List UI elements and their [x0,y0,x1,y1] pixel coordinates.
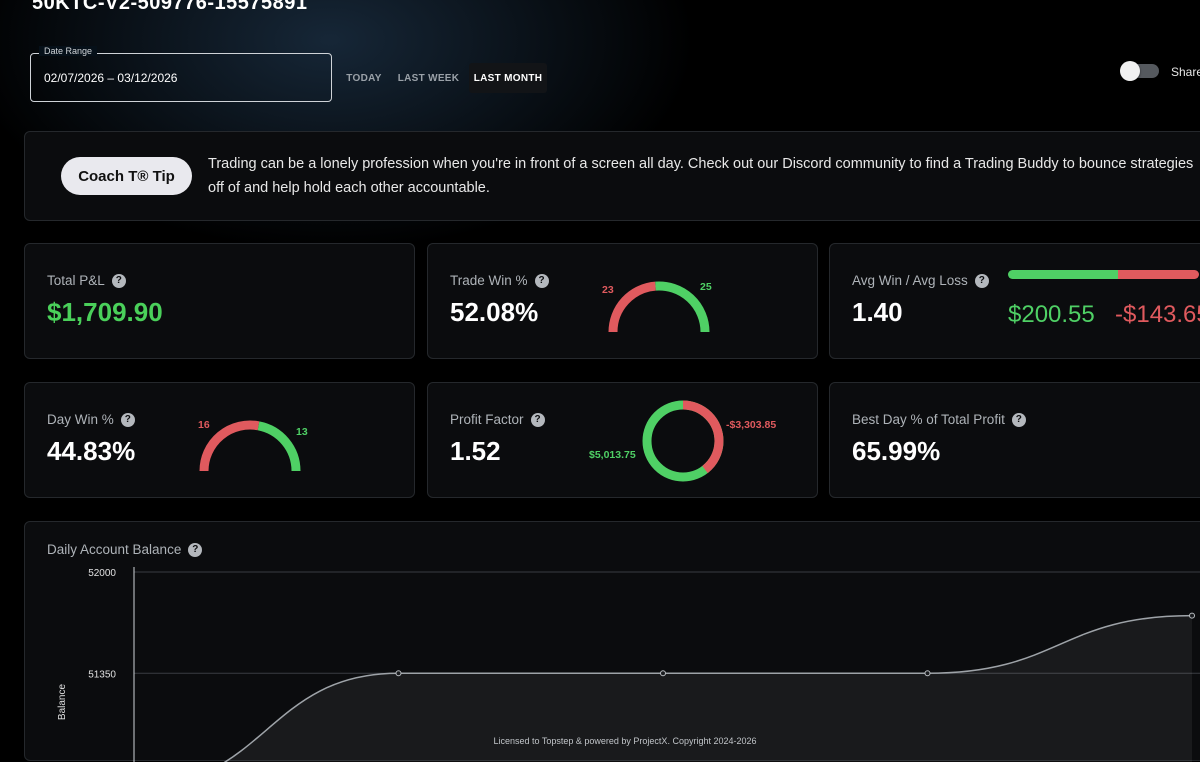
date-range-value: 02/07/2026 – 03/12/2026 [44,71,178,85]
chart-title-row: Daily Account Balance ? [47,542,203,557]
question-circle-icon[interactable]: ? [1011,412,1026,427]
trade-losses-count: 23 [602,284,614,296]
question-circle-icon[interactable]: ? [111,273,126,288]
best-day-label: Best Day % of Total Profit [852,412,1005,427]
profit-factor-label-row: Profit Factor ? [450,412,545,427]
best-day-label-row: Best Day % of Total Profit ? [852,412,1026,427]
share-label: Share [1171,65,1200,79]
gauge-loss-arc [199,420,260,472]
best-day-value: 65.99% [852,436,941,466]
last-month-button[interactable]: LAST MONTH [469,63,547,93]
trade-win-value: 52.08% [450,297,539,327]
date-range-label: Date Range [39,46,98,56]
day-win-card: Day Win % ? 44.83% 16 13 [24,382,415,498]
day-win-gauge [199,420,301,472]
question-circle-icon[interactable]: ? [530,412,545,427]
avg-win-loss-label: Avg Win / Avg Loss [852,273,968,288]
question-circle-icon[interactable]: ? [534,273,549,288]
profit-factor-card: Profit Factor ? 1.52 $5,013.75 -$3,303.8… [427,382,818,498]
y-tick-label: 51350 [88,669,116,680]
footer-copyright: Licensed to Topstep & powered by Project… [493,736,757,746]
avg-win-loss-label-row: Avg Win / Avg Loss ? [852,273,989,288]
donut-loss-arc [642,400,724,482]
total-pnl-label: Total P&L [47,273,105,288]
trade-win-card: Trade Win % ? 52.08% 23 25 [427,243,818,359]
last-week-button[interactable]: LAST WEEK [397,72,460,84]
day-losses-count: 16 [198,419,210,431]
trade-win-label-row: Trade Win % ? [450,273,549,288]
total-pnl-card: Total P&L ? $1,709.90 [24,243,415,359]
share-toggle[interactable] [1120,61,1159,81]
avg-win-bar [1008,270,1118,279]
gauge-win-arc [257,421,301,472]
day-win-label-row: Day Win % ? [47,412,135,427]
coach-tip-card: Coach T® Tip Trading can be a lonely pro… [24,131,1200,221]
balance-point [395,670,402,677]
gauge-win-arc [655,281,710,333]
trade-win-gauge [608,281,710,333]
trade-wins-count: 25 [700,281,712,293]
gross-loss-value: -$3,303.85 [726,419,777,431]
y-axis-label: Balance [57,683,68,720]
avg-win-loss-card: Avg Win / Avg Loss ? 1.40 $200.55 -$143.… [829,243,1200,359]
avg-win-loss-value: 1.40 [852,297,903,327]
balance-point [660,670,666,677]
profit-factor-value: 1.52 [450,436,501,466]
question-circle-icon[interactable]: ? [188,542,203,557]
question-circle-icon[interactable]: ? [974,273,989,288]
daily-balance-card: Daily Account Balance ? 520005135050700B… [24,521,1200,762]
trade-win-label: Trade Win % [450,273,528,288]
coach-tip-button[interactable]: Coach T® Tip [61,157,192,195]
balance-point [924,670,931,677]
y-tick-label: 52000 [88,568,116,579]
question-circle-icon[interactable]: ? [120,412,135,427]
toggle-knob [1120,61,1140,81]
total-pnl-label-row: Total P&L ? [47,273,126,288]
profit-factor-label: Profit Factor [450,412,524,427]
avg-loss-value: -$143.65 [1115,301,1200,328]
best-day-card: Best Day % of Total Profit ? 65.99% [829,382,1200,498]
avg-loss-bar [1118,270,1199,279]
balance-area [134,615,1192,762]
balance-point [1189,612,1195,619]
day-wins-count: 13 [296,426,308,438]
day-win-label: Day Win % [47,412,114,427]
profit-factor-donut [642,400,724,482]
avg-win-value: $200.55 [1008,301,1095,328]
balance-chart: 520005135050700Balance [57,567,1200,762]
account-title: 50KTC-V2-509776-15575891 [32,0,308,14]
coach-tip-text: Trading can be a lonely profession when … [208,156,1194,196]
gauge-loss-arc [608,281,657,333]
today-button[interactable]: TODAY [346,72,382,84]
gross-profit-value: $5,013.75 [589,449,636,461]
chart-title: Daily Account Balance [47,542,182,557]
day-win-value: 44.83% [47,436,136,466]
date-range-field[interactable]: Date Range 02/07/2026 – 03/12/2026 [30,46,332,102]
total-pnl-value: $1,709.90 [47,297,163,327]
